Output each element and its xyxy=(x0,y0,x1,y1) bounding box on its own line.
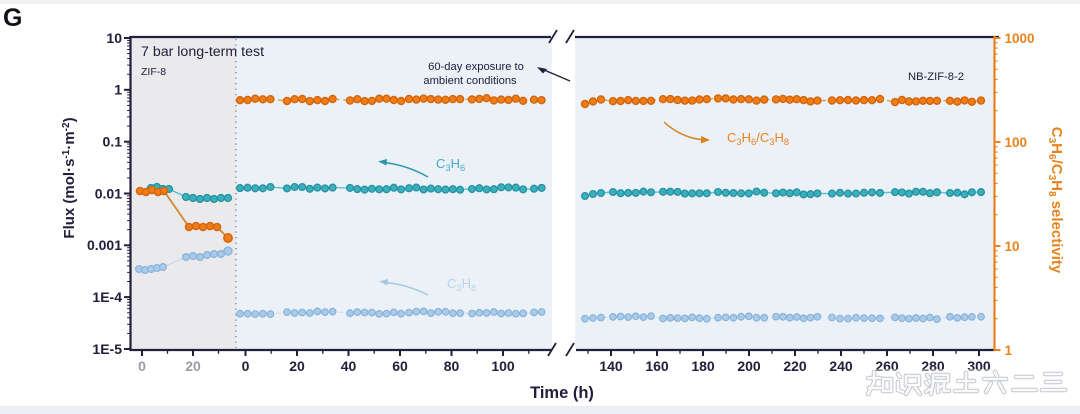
svg-text:1: 1 xyxy=(114,82,122,98)
svg-text:1: 1 xyxy=(1005,343,1013,358)
svg-text:60: 60 xyxy=(392,358,408,374)
svg-text:NB-ZIF-8-2: NB-ZIF-8-2 xyxy=(908,71,964,83)
svg-text:7 bar long-term test: 7 bar long-term test xyxy=(141,44,264,60)
svg-text:60-day exposure to: 60-day exposure to xyxy=(428,61,524,73)
svg-text:0.001: 0.001 xyxy=(87,237,122,253)
svg-text:0.1: 0.1 xyxy=(103,134,123,150)
svg-text:C3H8: C3H8 xyxy=(447,276,476,293)
svg-text:10: 10 xyxy=(106,30,122,46)
svg-text:ZIF-8: ZIF-8 xyxy=(141,66,166,78)
svg-text:C3H6/C3H8 selectivity: C3H6/C3H8 selectivity xyxy=(1046,127,1065,274)
svg-text:220: 220 xyxy=(783,358,807,374)
svg-text:Time (h): Time (h) xyxy=(530,384,594,402)
svg-text:80: 80 xyxy=(444,358,460,374)
svg-text:1E-4: 1E-4 xyxy=(92,289,122,305)
svg-text:1E-5: 1E-5 xyxy=(92,341,122,357)
svg-text:140: 140 xyxy=(599,358,623,374)
svg-text:40: 40 xyxy=(341,358,357,374)
svg-text:0: 0 xyxy=(138,358,146,374)
svg-text:C3H6/C3H8: C3H6/C3H8 xyxy=(727,130,789,147)
svg-text:280: 280 xyxy=(921,358,945,374)
svg-text:20: 20 xyxy=(289,358,305,374)
svg-text:180: 180 xyxy=(691,358,715,374)
svg-text:C3H6: C3H6 xyxy=(436,156,465,173)
svg-text:240: 240 xyxy=(829,358,853,374)
svg-text:10: 10 xyxy=(1005,239,1020,254)
svg-text:100: 100 xyxy=(1005,135,1028,150)
svg-text:20: 20 xyxy=(185,358,201,374)
svg-text:0: 0 xyxy=(242,358,250,374)
svg-text:1000: 1000 xyxy=(1005,31,1035,46)
svg-text:ambient conditions: ambient conditions xyxy=(423,75,517,87)
svg-text:Flux (mol·s-1·m-2): Flux (mol·s-1·m-2) xyxy=(61,117,78,238)
svg-text:0.01: 0.01 xyxy=(95,185,122,201)
svg-text:G: G xyxy=(3,4,22,32)
svg-text:100: 100 xyxy=(491,358,515,374)
svg-text:200: 200 xyxy=(737,358,761,374)
svg-text:160: 160 xyxy=(645,358,669,374)
svg-text:300: 300 xyxy=(967,358,991,374)
svg-text:260: 260 xyxy=(875,358,899,374)
